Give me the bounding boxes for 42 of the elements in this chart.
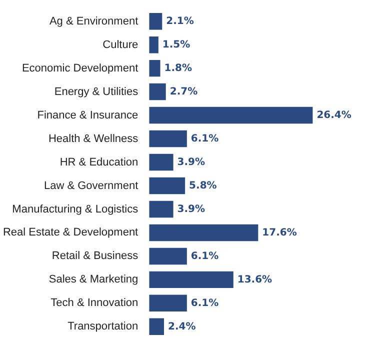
bar xyxy=(149,154,174,171)
data-label: 26.4% xyxy=(316,110,352,121)
bar xyxy=(149,177,186,194)
data-label: 1.5% xyxy=(162,39,190,50)
bar xyxy=(149,130,187,148)
y-tick-label: Real Estate & Development xyxy=(2,226,138,239)
y-tick-label: Law & Government xyxy=(44,180,138,192)
bar xyxy=(149,106,313,124)
y-tick-label: HR & Education xyxy=(60,156,138,168)
y-tick-label: Sales & Marketing xyxy=(48,274,138,286)
bar xyxy=(149,200,174,218)
bar xyxy=(149,271,234,288)
y-tick-label: Finance & Insurance xyxy=(37,109,138,122)
y-tick-label: Manufacturing & Logistics xyxy=(12,203,139,216)
data-label: 5.8% xyxy=(189,180,217,192)
data-label: 3.9% xyxy=(177,156,206,168)
data-label: 6.1% xyxy=(190,250,219,262)
bar xyxy=(149,12,162,30)
data-label: 3.9% xyxy=(177,204,206,215)
y-tick-label: Retail & Business xyxy=(52,250,139,262)
y-tick-label: Tech & Innovation xyxy=(50,297,138,310)
y-tick-label: Health & Wellness xyxy=(48,132,139,145)
y-tick-label: Energy & Utilities xyxy=(54,86,139,98)
y-tick-label: Economic Development xyxy=(22,62,138,74)
y-tick-label: Transportation xyxy=(68,320,138,333)
bar xyxy=(149,36,158,54)
data-label: 2.7% xyxy=(170,86,198,98)
data-label: 1.8% xyxy=(164,62,192,74)
bar xyxy=(149,248,187,265)
bar xyxy=(149,60,160,77)
y-tick-label: Ag & Environment xyxy=(49,15,138,28)
bar xyxy=(149,294,187,312)
data-label: 2.1% xyxy=(166,16,194,27)
data-label: 2.4% xyxy=(168,321,196,332)
bar xyxy=(149,318,164,336)
y-tick-label: Culture xyxy=(102,38,138,51)
bar xyxy=(149,224,258,242)
data-label: 6.1% xyxy=(190,298,219,309)
data-label: 13.6% xyxy=(237,274,272,286)
bar xyxy=(149,83,166,100)
data-label: 17.6% xyxy=(262,227,297,238)
data-label: 6.1% xyxy=(190,133,219,144)
